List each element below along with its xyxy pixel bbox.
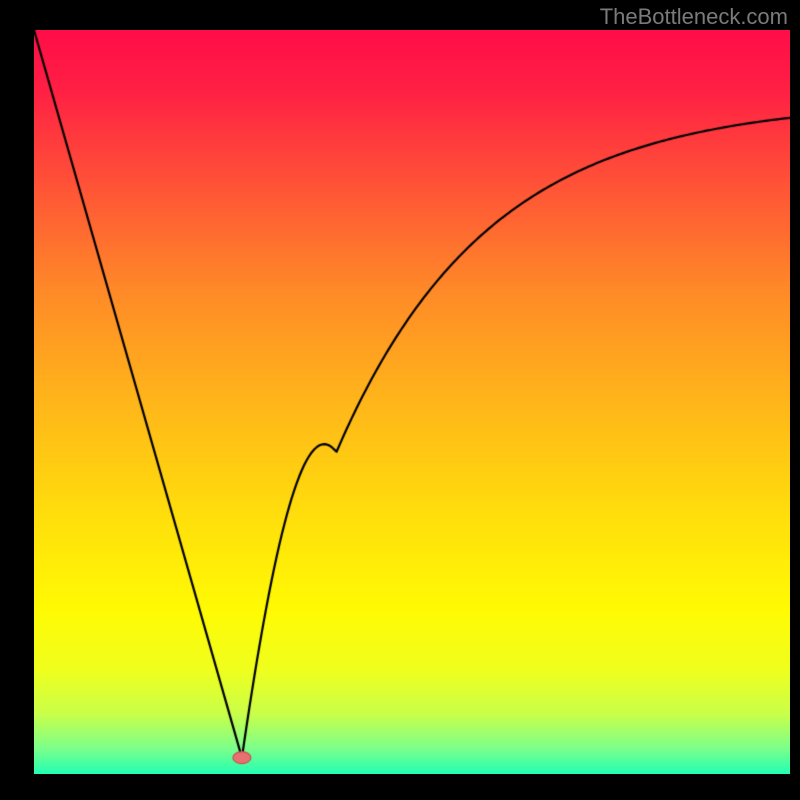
- plot-area: [34, 30, 790, 774]
- chart-canvas: [34, 30, 790, 774]
- watermark-text: TheBottleneck.com: [600, 4, 788, 30]
- chart-outer: TheBottleneck.com: [0, 0, 800, 800]
